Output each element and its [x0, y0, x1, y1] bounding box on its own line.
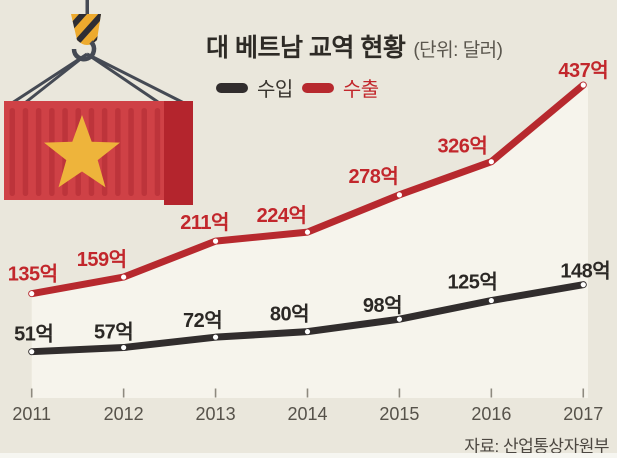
year-label: 2012	[104, 404, 144, 424]
crane-cable-icon	[85, 0, 89, 19]
export-value-label: 135억	[8, 263, 58, 286]
export-area-fill	[31, 85, 588, 398]
export-point-dot	[121, 274, 127, 280]
container-rib	[115, 108, 121, 196]
export-legend-swatch	[301, 82, 334, 93]
year-label: 2011	[12, 404, 51, 424]
import-point-dot	[488, 297, 494, 304]
import-value-label: 57억	[94, 321, 133, 344]
chart-legend: 수입 수출	[216, 73, 379, 102]
sling-cables	[11, 52, 187, 108]
export-value-label: 326억	[437, 135, 487, 158]
import-legend-label: 수입	[257, 79, 293, 101]
container-rib	[154, 108, 161, 196]
export-legend-label: 수출	[342, 79, 379, 101]
import-point-dot	[304, 329, 311, 335]
container-rib	[35, 108, 42, 196]
import-value-label: 125억	[447, 271, 497, 294]
export-value-label: 211억	[180, 211, 229, 234]
export-value-label: 437억	[558, 59, 608, 82]
data-source: 자료: 산업통상자원부	[464, 437, 609, 456]
export-point-dot	[488, 159, 494, 165]
chart-header: 대 베트남 교역 현황 (단위: 달러)	[206, 28, 503, 64]
year-label: 2017	[563, 404, 603, 424]
import-value-label: 148억	[560, 260, 610, 283]
cargo-container	[4, 101, 193, 205]
container-rib	[9, 108, 15, 196]
import-point-dot	[580, 282, 586, 288]
year-label: 2016	[471, 404, 511, 424]
container-rib	[22, 108, 29, 196]
export-point-dot	[396, 192, 403, 198]
container-end-cap	[164, 101, 193, 205]
container-rib	[141, 108, 147, 196]
export-point-dot	[304, 229, 311, 235]
import-value-label: 80억	[270, 303, 309, 326]
year-label: 2013	[196, 404, 236, 424]
chart-unit-note: (단위: 달러)	[413, 40, 503, 61]
year-label: 2014	[287, 404, 327, 424]
import-point-dot	[121, 344, 127, 351]
year-label: 2015	[379, 404, 419, 424]
import-value-label: 51억	[14, 323, 53, 346]
container-rib	[128, 108, 134, 196]
bottom-border	[0, 453, 617, 458]
vietnam-star-icon	[44, 115, 120, 188]
import-value-label: 72억	[183, 309, 222, 332]
container-rib	[49, 108, 55, 196]
export-point-dot	[580, 82, 586, 88]
export-value-label: 278억	[349, 165, 399, 188]
import-point-dot	[212, 334, 219, 340]
export-point-dot	[212, 238, 219, 244]
import-legend-swatch	[216, 82, 248, 93]
export-value-label: 224억	[257, 204, 307, 227]
export-value-label: 159억	[77, 248, 127, 271]
import-point-dot	[396, 316, 403, 322]
export-point-dot	[29, 291, 35, 297]
chart-title: 대 베트남 교역 현황	[206, 34, 406, 62]
import-value-label: 98억	[363, 294, 402, 317]
import-point-dot	[29, 349, 35, 355]
container-crane-illustration	[4, 0, 193, 205]
